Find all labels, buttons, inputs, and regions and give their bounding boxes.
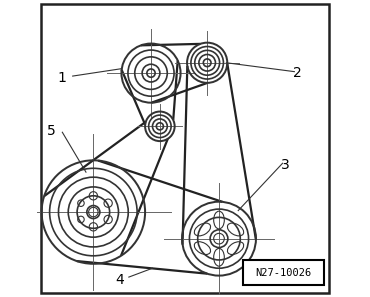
Text: N27-10026: N27-10026	[255, 268, 312, 277]
Text: 5: 5	[47, 124, 56, 138]
Bar	[243, 260, 324, 285]
Text: 2: 2	[293, 66, 302, 80]
Text: 4: 4	[115, 273, 124, 287]
Text: 3: 3	[281, 158, 290, 172]
Text: 1: 1	[58, 71, 67, 85]
